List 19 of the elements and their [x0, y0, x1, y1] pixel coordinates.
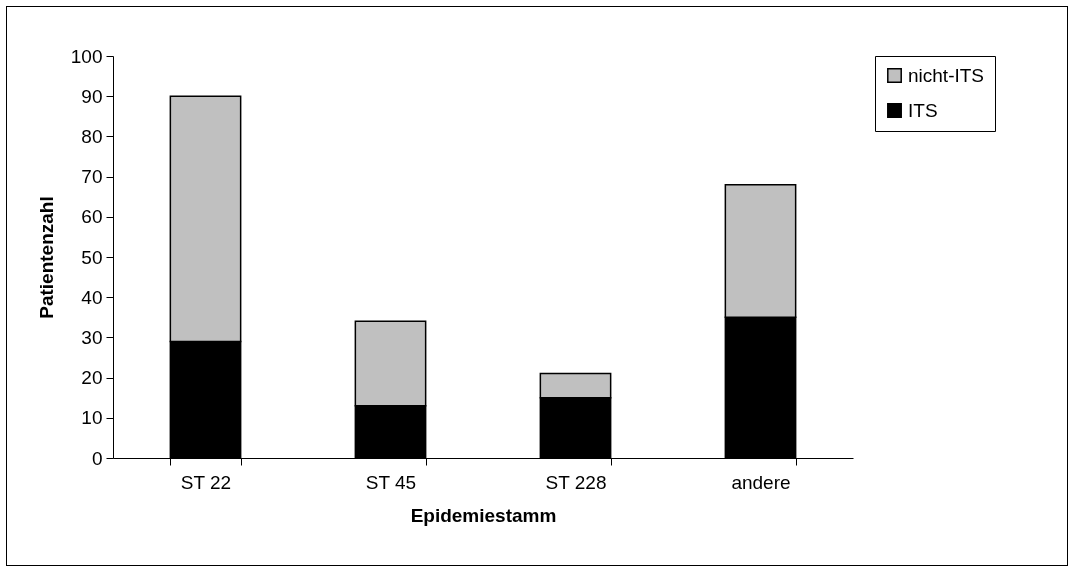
- x-tick-label: andere: [731, 471, 791, 493]
- y-tick-label: 100: [70, 45, 103, 67]
- y-tick-label: 90: [81, 85, 103, 107]
- y-tick-label: 10: [81, 407, 103, 429]
- x-axis-title: Epidemiestamm: [410, 504, 557, 526]
- legend-label: nicht-ITS: [908, 64, 985, 86]
- x-tick-label: ST 228: [545, 471, 607, 493]
- y-axis-title: Patientenzahl: [35, 196, 57, 319]
- y-tick-label: 70: [81, 166, 103, 188]
- y-tick-label: 40: [81, 286, 103, 308]
- y-tick-label: 60: [81, 206, 103, 228]
- y-tick-label: 80: [81, 125, 103, 147]
- y-tick-label: 50: [81, 246, 103, 268]
- y-tick-label: 0: [91, 447, 103, 469]
- y-tick-label: 20: [81, 367, 103, 389]
- x-tick-label: ST 45: [365, 471, 417, 493]
- y-tick-label: 30: [81, 326, 103, 348]
- x-tick-label: ST 22: [180, 471, 232, 493]
- legend-label: ITS: [908, 99, 938, 121]
